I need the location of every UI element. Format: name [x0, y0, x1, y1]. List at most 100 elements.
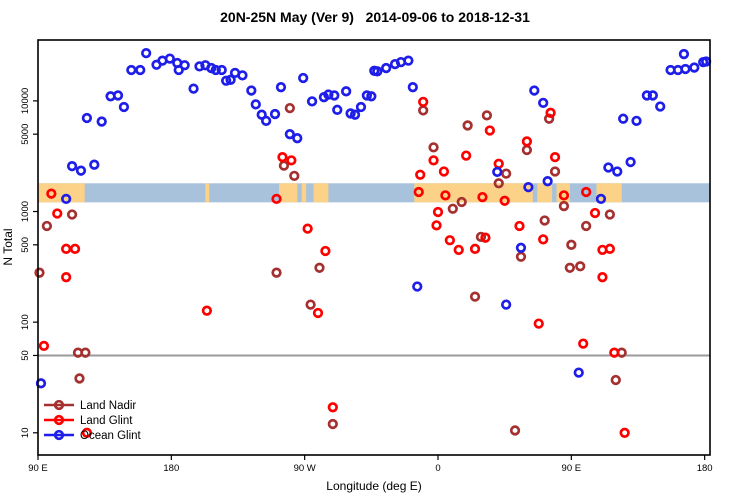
data-point-ocean-glint: [173, 64, 184, 76]
data-point-land-nadir: [41, 220, 53, 232]
data-point-land-nadir: [66, 209, 78, 220]
data-point-land-nadir: [509, 425, 521, 436]
data-point-ocean-glint: [603, 162, 614, 173]
data-point-ocean-glint: [269, 108, 281, 120]
x-tick-label: 180: [163, 463, 179, 474]
data-point-land-nadir: [575, 261, 586, 272]
data-point-ocean-glint: [126, 64, 137, 76]
data-point-land-nadir: [580, 220, 592, 232]
data-point-ocean-glint: [250, 99, 261, 110]
data-point-land-nadir: [475, 231, 487, 243]
data-point-land-glint: [81, 427, 93, 438]
data-point-land-glint: [480, 232, 491, 243]
data-point-land-nadir: [284, 102, 296, 114]
data-point-ocean-glint: [112, 90, 124, 101]
data-point-land-glint: [444, 235, 456, 246]
data-point-ocean-glint: [210, 64, 221, 76]
data-point-ocean-glint: [529, 85, 540, 96]
data-point-ocean-glint: [680, 63, 691, 75]
data-point-ocean-glint: [306, 96, 318, 107]
data-point-land-glint: [277, 152, 288, 163]
data-point-ocean-glint: [332, 104, 343, 115]
x-axis-label: Longitude (deg E): [326, 479, 422, 493]
data-point-ocean-glint: [135, 64, 146, 76]
data-point-ocean-glint: [96, 116, 107, 127]
data-point-land-nadir: [34, 267, 45, 278]
map-band-land: [205, 183, 210, 203]
data-point-ocean-glint: [515, 242, 527, 253]
data-point-land-glint: [499, 195, 510, 206]
data-point-land-glint: [549, 152, 561, 163]
data-point-land-glint: [312, 307, 324, 319]
data-point-ocean-glint: [542, 176, 553, 187]
data-point-ocean-glint: [66, 161, 78, 172]
data-point-ocean-glint: [538, 97, 549, 108]
data-point-land-glint: [477, 191, 488, 203]
data-point-ocean-glint: [284, 129, 296, 140]
data-point-land-glint: [604, 243, 616, 254]
data-point-ocean-glint: [631, 115, 642, 126]
data-point-ocean-glint: [500, 299, 512, 310]
data-point-ocean-glint: [60, 193, 72, 205]
data-point-ocean-glint: [118, 101, 130, 113]
data-point-land-glint: [418, 96, 429, 107]
data-point-ocean-glint: [292, 133, 303, 144]
data-point-land-glint: [558, 190, 570, 201]
data-point-land-glint: [60, 272, 72, 283]
data-point-land-nadir: [493, 178, 504, 189]
data-point-land-glint: [413, 186, 424, 198]
data-point-ocean-glint: [225, 74, 236, 85]
data-point-ocean-glint: [323, 89, 334, 100]
data-point-land-glint: [578, 338, 589, 349]
data-point-land-glint: [484, 125, 496, 136]
data-point-land-nadir: [539, 215, 550, 226]
data-point-land-nadir: [521, 144, 533, 156]
data-point-land-glint: [432, 206, 444, 218]
legend-label: Land Nadir: [80, 400, 136, 412]
data-point-land-glint: [46, 188, 57, 199]
x-tick-label: 180: [697, 463, 713, 474]
data-point-land-nadir: [447, 203, 458, 214]
data-point-land-nadir: [80, 347, 91, 358]
data-point-ocean-glint: [403, 55, 414, 66]
data-point-land-glint: [320, 245, 331, 257]
plot-border: [37, 39, 711, 456]
y-tick-label: 1000: [20, 201, 31, 222]
data-point-ocean-glint: [647, 90, 658, 101]
x-tick-label: 90 W: [294, 463, 316, 474]
map-band-land: [596, 183, 622, 203]
data-point-land-glint: [609, 347, 620, 358]
data-point-land-glint: [428, 155, 439, 166]
data-point-ocean-glint: [618, 113, 629, 124]
data-point-ocean-glint: [366, 91, 377, 102]
y-tick-label: 10000: [20, 88, 31, 114]
data-point-ocean-glint: [329, 90, 340, 101]
data-point-land-glint: [431, 220, 442, 231]
map-band-land: [313, 183, 329, 203]
map-band-land: [414, 183, 533, 203]
data-point-ocean-glint: [678, 48, 690, 60]
legend-marker: [53, 414, 65, 426]
data-point-ocean-glint: [246, 85, 257, 96]
data-point-ocean-glint: [655, 101, 666, 112]
data-point-ocean-glint: [237, 70, 248, 81]
data-point-land-glint: [440, 190, 451, 201]
data-point-ocean-glint: [188, 83, 199, 94]
data-point-land-nadir: [278, 160, 290, 171]
data-point-land-glint: [619, 427, 630, 438]
data-point-ocean-glint: [625, 156, 636, 168]
data-point-ocean-glint: [275, 82, 287, 93]
data-point-ocean-glint: [179, 60, 190, 71]
data-point-ocean-glint: [216, 64, 227, 76]
data-point-ocean-glint: [194, 61, 205, 72]
data-point-land-nadir: [327, 418, 338, 430]
data-point-ocean-glint: [595, 193, 607, 205]
data-point-ocean-glint: [492, 166, 503, 178]
y-tick-label: 5000: [20, 124, 31, 145]
data-point-land-nadir: [271, 267, 282, 278]
data-point-land-nadir: [418, 105, 429, 116]
data-point-land-glint: [521, 136, 533, 147]
data-point-land-glint: [286, 155, 297, 166]
data-point-land-nadir: [314, 262, 325, 273]
